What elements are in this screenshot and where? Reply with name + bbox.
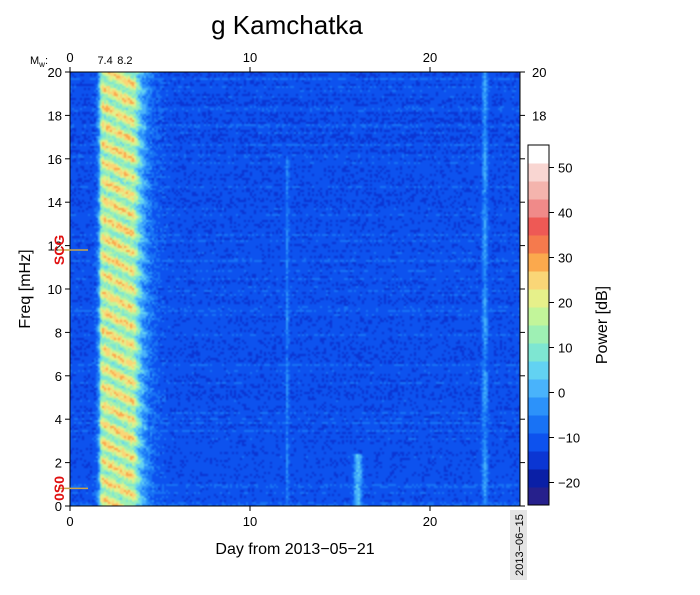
colorbar-band: [528, 469, 549, 488]
colorbar-band: [528, 181, 549, 200]
magnitude-values: 7.4 8.2: [97, 55, 132, 67]
y-tick-label: 4: [55, 412, 62, 427]
y-tick-right-label: 20: [532, 65, 546, 80]
colorbar-band: [528, 397, 549, 416]
y-tick-label: 8: [55, 325, 62, 340]
colorbar-band: [528, 415, 549, 434]
y-tick-right-label: 18: [532, 108, 546, 123]
mode-label: SCG: [51, 235, 67, 265]
x-axis-label: Day from 2013−05−21: [215, 541, 374, 558]
colorbar-band: [528, 361, 549, 380]
colorbar: −20 −10 0 10 20 30 40 50: [527, 144, 580, 506]
colorbar-band: [528, 433, 549, 452]
x-tick-top-label: 0: [66, 50, 73, 65]
mode-label: 0S0: [51, 476, 67, 501]
colorbar-band: [528, 199, 549, 218]
y-tick-label: 16: [48, 152, 62, 167]
x-tick-label: 10: [243, 514, 257, 529]
colorbar-band: [528, 145, 549, 164]
colorbar-band: [528, 343, 549, 362]
end-date-badge: 2013−06−15: [510, 510, 527, 580]
colorbar-band: [528, 379, 549, 398]
y-tick-label: 18: [48, 108, 62, 123]
spectrogram-heatmap: [70, 72, 520, 506]
magnitude-value: 7.4: [97, 55, 112, 67]
colorbar-label: Power [dB]: [594, 286, 611, 364]
x-tick-label: 0: [66, 514, 73, 529]
magnitude-label: Mw:: [30, 55, 48, 69]
y-tick-label: 20: [48, 65, 62, 80]
chart-title: g Kamchatka: [211, 10, 363, 40]
colorbar-band: [528, 253, 549, 272]
colorbar-band: [528, 487, 549, 506]
svg-text:Mw:: Mw:: [30, 55, 48, 69]
colorbar-tick-label: 30: [558, 251, 572, 266]
colorbar-tick-label: 50: [558, 161, 572, 176]
colorbar-tick-label: 0: [558, 386, 565, 401]
x-tick-label: 20: [423, 514, 437, 529]
colorbar-band: [528, 271, 549, 290]
y-axis-label: Freq [mHz]: [17, 249, 34, 328]
colorbar-band: [528, 289, 549, 308]
magnitude-value: 8.2: [117, 55, 132, 67]
colorbar-tick-label: 10: [558, 341, 572, 356]
colorbar-band: [528, 325, 549, 344]
x-tick-top-label: 10: [243, 50, 257, 65]
colorbar-band: [528, 217, 549, 236]
colorbar-band: [528, 451, 549, 470]
colorbar-frame: [527, 144, 550, 506]
y-tick-label: 14: [48, 195, 62, 210]
colorbar-tick-label: −20: [558, 476, 580, 491]
colorbar-tick-label: 40: [558, 206, 572, 221]
colorbar-tick-label: −10: [558, 431, 580, 446]
svg-text:2013−06−15: 2013−06−15: [514, 514, 526, 576]
colorbar-band: [528, 235, 549, 254]
colorbar-band: [528, 307, 549, 326]
y-tick-label: 0: [55, 499, 62, 514]
mode-markers: 0S0 SCG: [51, 235, 88, 501]
y-tick-label: 2: [55, 456, 62, 471]
y-tick-label: 6: [55, 369, 62, 384]
y-tick-label: 10: [48, 282, 62, 297]
colorbar-band: [528, 163, 549, 182]
x-tick-top-label: 20: [423, 50, 437, 65]
colorbar-tick-label: 20: [558, 296, 572, 311]
